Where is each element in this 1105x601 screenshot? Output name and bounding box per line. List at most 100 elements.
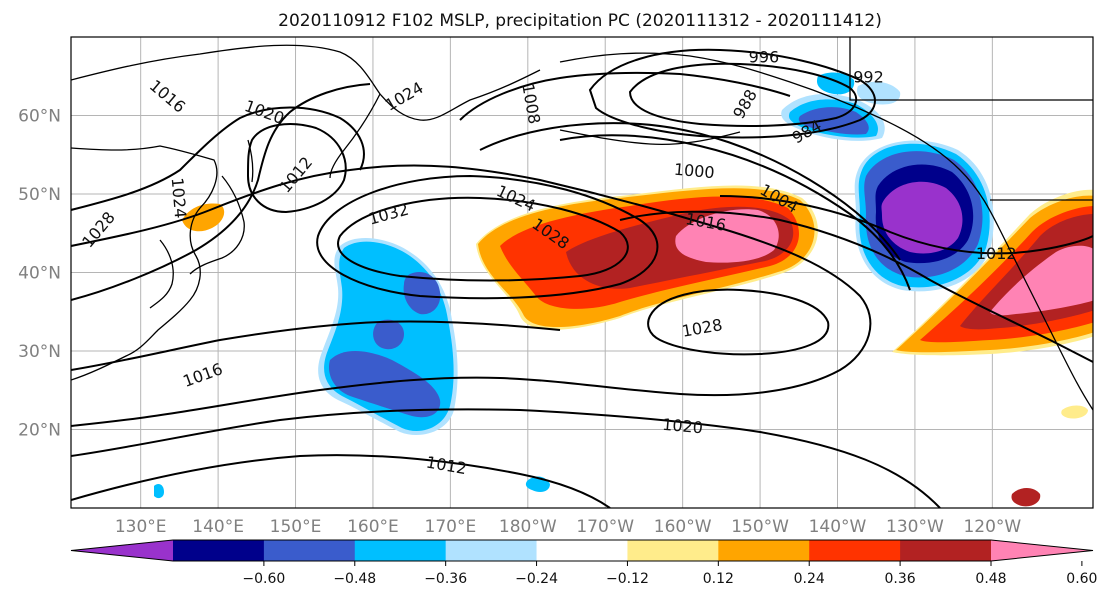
longitude-labels: 130°E 140°E 150°E 160°E 170°E 180°W 170°W 160°W… [115, 517, 1022, 537]
map-title: 2020110912 F102 MSLP, precipitation PC (… [278, 11, 882, 31]
lon-tick-label: 170°W [576, 517, 634, 537]
isobar-label-text: 1020 [242, 96, 287, 128]
colorbar-bin [354, 540, 447, 561]
isobar-label: 1024 [382, 78, 427, 115]
precip-subtropical-36-a [403, 272, 441, 315]
isobar-label: 1016 [146, 76, 189, 117]
colorbar: −0.60 −0.48 −0.36 −0.24 −0.12 0.12 0.24 0.36 0.4… [70, 539, 1097, 587]
colorbar-extend-low [71, 540, 173, 561]
isobar-label: 1020 [661, 415, 703, 437]
colorbar-bin [718, 540, 810, 561]
precip-alaska-36 [798, 107, 869, 135]
colorbar-tick-label: −0.60 [242, 571, 285, 587]
coast-canada [849, 37, 1093, 101]
isobar-label: 1032 [366, 200, 410, 229]
isobar-label: 1024 [494, 181, 539, 215]
isobar-label: 992 [853, 67, 884, 86]
isobar-label-text: 1020 [661, 415, 703, 437]
isobar-label-text: 1024 [382, 78, 427, 115]
colorbar-outline [70, 539, 1094, 562]
isobar-1028-south [647, 288, 830, 356]
isobar-1020 [71, 408, 941, 508]
precip-subtropical-36-c [373, 319, 404, 350]
lat-tick-label: 60°N [18, 107, 61, 127]
lon-tick-label: 160°W [654, 517, 712, 537]
isobar-1024 [71, 164, 872, 427]
colorbar-bin [263, 540, 356, 561]
isobar-label: 1000 [673, 160, 715, 182]
precip-shading [154, 72, 1093, 507]
lon-tick-label: 180°W [499, 517, 557, 537]
colorbar-bin [536, 540, 628, 561]
colorbar-tick-label: 0.12 [703, 571, 734, 587]
isobar-label-text: 1000 [673, 160, 715, 182]
isobar-label-text: 1028 [680, 315, 723, 341]
precip-subtropical-36-b [328, 350, 441, 418]
coast-asia-north [71, 44, 541, 121]
colorbar-extend-high [991, 540, 1093, 561]
coast-japan [189, 175, 245, 275]
precip-small-hawaii [1061, 405, 1088, 419]
isobar-label-text: 992 [853, 67, 884, 86]
coast-korea [149, 239, 174, 309]
lon-tick-label: 130°E [115, 517, 167, 537]
isobar-label: 1012 [425, 452, 468, 478]
colorbar-tick-label: 0.24 [794, 571, 825, 587]
lon-tick-label: 150°W [731, 517, 789, 537]
isobar-1016 [71, 320, 561, 371]
precip-japan [182, 203, 225, 232]
lat-tick-label: 50°N [18, 185, 61, 205]
isobar-1004 [479, 122, 901, 261]
lon-tick-label: 170°E [425, 517, 477, 537]
precip-small-se [1011, 488, 1041, 507]
isobars [71, 48, 1093, 508]
map-frame [70, 36, 1094, 509]
colorbar-tick-label: 0.60 [1066, 571, 1097, 587]
isobar-1016-west [71, 83, 371, 301]
isobar-label: 988 [729, 86, 761, 122]
lat-tick-label: 40°N [18, 264, 61, 284]
colorbar-tick-label: −0.36 [424, 571, 467, 587]
isobar-1012-south [71, 454, 611, 508]
colorbar-bin [445, 540, 538, 561]
isobar-1012-east [719, 195, 1093, 255]
precip-alaska-east [856, 81, 901, 105]
isobar-label: 1012 [976, 244, 1017, 263]
map-area: 1016 1020 10241012102410281008996992988984… [18, 36, 1094, 537]
precip-westcoast-60 [990, 245, 1093, 316]
isobar-label-text: 1008 [518, 82, 544, 125]
colorbar-bin [809, 540, 901, 561]
lon-tick-label: 140°W [809, 517, 867, 537]
isobar-label-text: 1012 [976, 244, 1017, 263]
coast-kamchatka [329, 93, 381, 179]
colorbar-tick-label: 0.48 [975, 571, 1006, 587]
isobar-label-text: 996 [749, 48, 780, 67]
isobar-label: 1008 [518, 82, 544, 125]
colorbar-tick-label: −0.48 [333, 571, 376, 587]
isobar-1012-low [246, 123, 347, 214]
coast-sakhalin [247, 139, 254, 183]
lon-tick-label: 140°E [192, 517, 244, 537]
isobar-label-text: 1024 [168, 177, 190, 219]
colorbar-bin [173, 540, 265, 561]
isobar-label: 996 [749, 48, 780, 67]
isobar-1008 [459, 71, 791, 121]
lat-tick-label: 30°N [18, 342, 61, 362]
isobar-label: 1028 [680, 315, 723, 341]
colorbar-tick-label: 0.36 [885, 571, 916, 587]
isobar-1000 [559, 134, 911, 291]
isobar-992 [628, 62, 858, 127]
lon-tick-label: 160°E [347, 517, 399, 537]
isobar-label: 1016 [180, 359, 225, 391]
coast-asia [71, 145, 218, 381]
isobar-996 [588, 48, 876, 139]
isobar-1032 [337, 196, 629, 282]
lon-tick-label: 150°E [270, 517, 322, 537]
lon-tick-label: 130°W [886, 517, 944, 537]
isobar-label: 1020 [242, 96, 287, 128]
colorbar-bin [900, 540, 992, 561]
isobar-label: 1024 [168, 177, 190, 219]
isobar-1016-east [619, 210, 1093, 363]
lat-tick-label: 20°N [18, 421, 61, 441]
isobar-label: 1028 [78, 208, 119, 251]
